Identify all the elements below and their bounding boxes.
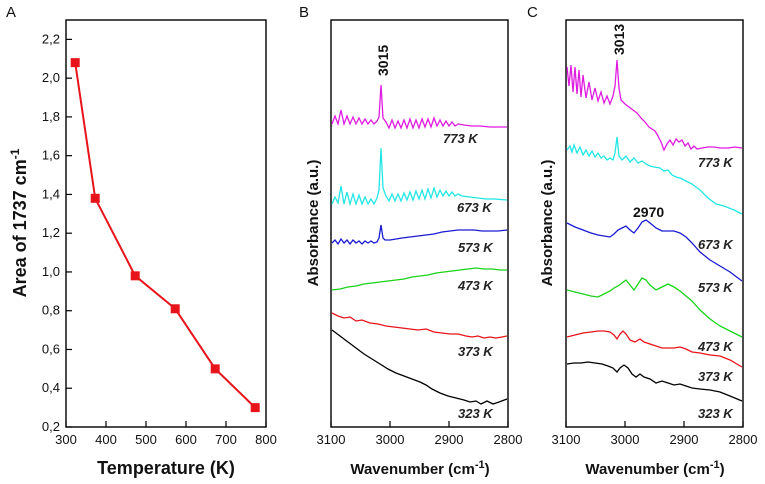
panel-c-series-323k <box>566 361 743 402</box>
panel-c-label-473k: 473 K <box>697 339 734 354</box>
panel-a-y-axis-label-sup: -1 <box>8 148 22 159</box>
panel-b-y-axis-label: Absorbance (a.u.) <box>305 160 322 287</box>
panel-a-series-line <box>74 62 256 409</box>
panel-c-x-axis-label-sup: -1 <box>710 459 720 471</box>
panel-c-x-tick-label: 3000 <box>611 432 640 447</box>
panel-b-x-tick-label: 2900 <box>435 432 464 447</box>
panel-b-series-573k <box>331 224 508 246</box>
panel-a-data-point <box>250 403 260 413</box>
panel-c-label-673k: 673 K <box>698 237 734 252</box>
panel-b-x-axis-label-main: Wavenumber (cm <box>350 461 474 478</box>
panel-b-x-axis-label-sup: -1 <box>475 459 485 471</box>
panel-b-series-773k <box>331 84 507 130</box>
panel-c-x-tick-label: 2800 <box>729 432 758 447</box>
panel-b-x-tick-label: 3100 <box>317 432 346 447</box>
panel-b-x-tick-label: 3000 <box>376 432 405 447</box>
panel-b-plot-frame <box>330 19 509 428</box>
panel-c-y-axis-label: Absorbance (a.u.) <box>539 160 556 287</box>
panel-b-peak-annotation: 3015 <box>375 45 391 76</box>
panel-a-y-tick-label: 1,0 <box>42 264 60 279</box>
panel-a-data-point <box>170 304 180 314</box>
panel-a-y-axis-label-main: Area of 1737 cm <box>10 159 30 297</box>
panel-c-axes: 3100 3000 2900 2800 <box>552 421 758 447</box>
panel-a-x-tick-label: 300 <box>55 432 77 447</box>
panel-b-label-573k: 573 K <box>458 240 494 255</box>
panel-b-label-473k: 473 K <box>457 278 494 293</box>
panel-a-x-tick-label: 600 <box>175 432 197 447</box>
panel-c-peak-annotation-2970: 2970 <box>633 204 664 220</box>
panel-c-x-axis-label-main: Wavenumber (cm <box>585 461 709 478</box>
panel-a-y-tick-label: 2,0 <box>42 70 60 85</box>
panel-c: C 3100 3000 2900 2800 773 K 673 K 573 K 473… <box>527 4 757 478</box>
panel-a-x-axis-label: Temperature (K) <box>97 458 235 478</box>
panel-b-series-673k <box>331 147 508 207</box>
panel-a-data-point <box>210 364 220 374</box>
panel-a-y-tick-label: 1,8 <box>42 109 60 124</box>
panel-a-y-axis-label: Area of 1737 cm-1 <box>8 148 30 297</box>
panel-b-label-373k: 373 K <box>458 344 494 359</box>
panel-a-y-tick-label: 2,2 <box>42 31 60 46</box>
panel-a-y-tick-label: 0,6 <box>42 341 60 356</box>
panel-b-label-773k: 773 K <box>443 131 479 146</box>
panel-b-label: B <box>299 4 309 21</box>
panel-c-series-673k <box>566 136 743 215</box>
panel-a-x-tick-label: 400 <box>95 432 117 447</box>
panel-a-label: A <box>6 4 16 21</box>
panel-a-y-tick-label: 1,2 <box>42 225 60 240</box>
panel-c-x-axis-label-close: ) <box>720 461 725 478</box>
panel-a-x-tick-label: 700 <box>215 432 237 447</box>
panel-c-series-373k <box>566 330 743 368</box>
panel-a-axes: 300 400 500 600 700 800 0,2 0,4 0,6 0,8 1,0 1,2 1,4 1… <box>42 31 277 447</box>
panel-c-x-tick-label: 2900 <box>670 432 699 447</box>
panel-c-x-axis-label: Wavenumber (cm-1) <box>585 459 724 478</box>
panel-a-y-tick-label: 0,2 <box>42 419 60 434</box>
panel-c-label-373k: 373 K <box>698 369 734 384</box>
panel-b-series-373k <box>331 312 508 339</box>
panel-a-y-tick-label: 0,4 <box>42 380 60 395</box>
panel-a-data-point <box>90 193 100 203</box>
panel-a-plot-frame <box>65 19 267 428</box>
panel-a-y-tick-label: 1,6 <box>42 148 60 163</box>
panel-c-peak-annotation-3013: 3013 <box>611 24 627 55</box>
panel-b-label-323k: 323 K <box>458 406 494 421</box>
panel-b-label-673k: 673 K <box>457 200 493 215</box>
panel-b-x-tick-label: 2800 <box>494 432 523 447</box>
panel-c-series-473k <box>566 277 743 338</box>
panel-a-y-tick-label: 0,8 <box>42 303 60 318</box>
panel-a-data-point <box>130 271 140 281</box>
panel-a-data-point <box>70 58 80 68</box>
panel-b-x-axis-label: Wavenumber (cm-1) <box>350 459 489 478</box>
panel-c-x-tick-label: 3100 <box>552 432 581 447</box>
panel-a-x-tick-label: 500 <box>135 432 157 447</box>
panel-b-x-axis-label-close: ) <box>485 461 490 478</box>
panel-b-series-473k <box>331 267 507 291</box>
panel-c-plot-frame <box>565 19 744 428</box>
panel-c-label: C <box>527 4 538 21</box>
panel-a-x-tick-label: 800 <box>255 432 277 447</box>
panel-b-axes: 3100 3000 2900 2800 <box>317 421 523 447</box>
panel-c-label-323k: 323 K <box>698 406 734 421</box>
panel-c-series-573k <box>566 219 743 282</box>
panel-a-y-tick-label: 1,4 <box>42 186 60 201</box>
panel-b: B 3100 3000 2900 2800 773 K 673 K 573 K 473… <box>299 4 522 478</box>
panel-a: A 300 400 500 600 700 800 0,2 0,4 0,6 0,8 1,0 1,2 1,… <box>6 4 277 478</box>
panel-c-series-773k <box>566 59 743 152</box>
panel-c-label-773k: 773 K <box>698 155 734 170</box>
panel-a-series <box>70 58 260 413</box>
panel-c-label-573k: 573 K <box>698 280 734 295</box>
panel-b-series-323k <box>331 329 508 405</box>
